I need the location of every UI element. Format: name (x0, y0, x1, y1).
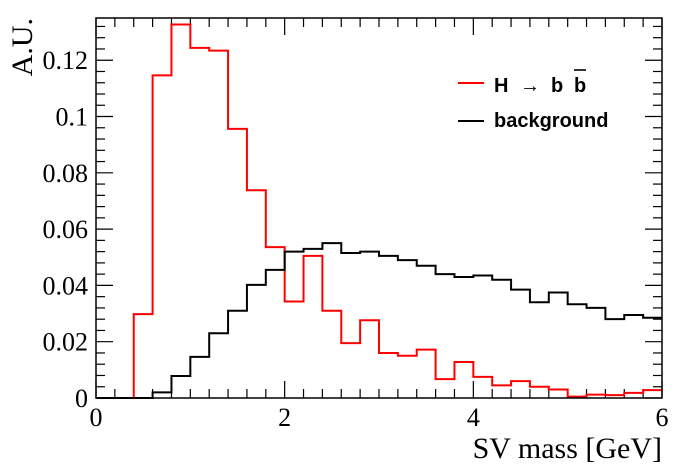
series-background (96, 242, 662, 399)
y-tick-label: 0.1 (56, 103, 89, 132)
legend-label-signal-b: b (551, 75, 563, 97)
x-tick-label: 4 (467, 403, 480, 432)
tick-label-layer: 0 2 4 6 0 0.02 0.04 0.06 0.08 0.1 0.12 (43, 46, 669, 432)
legend: H → b b background (458, 69, 608, 132)
legend-label-signal-h: H (494, 75, 508, 97)
series-signal (96, 23, 662, 399)
y-tick-label: 0.06 (43, 215, 89, 244)
plot-frame (95, 17, 663, 399)
y-tick-label: 0.08 (43, 159, 89, 188)
legend-label-background: background (494, 110, 608, 132)
y-tick-label: 0 (75, 384, 88, 413)
y-tick-label: 0.04 (43, 271, 89, 300)
x-tick-label: 2 (278, 403, 291, 432)
x-axis-label: SV mass [GeV] (473, 432, 662, 465)
x-tick-label: 6 (656, 403, 669, 432)
hist-step-line (96, 23, 662, 399)
hist-step-line (96, 242, 662, 399)
y-axis-label: A.U. (6, 18, 39, 76)
y-tick-label: 0.02 (43, 328, 89, 357)
histogram-layer (96, 23, 662, 399)
legend-label-signal-bbar: b (574, 75, 586, 97)
x-tick-label: 0 (90, 403, 103, 432)
y-tick-label: 0.12 (43, 46, 89, 75)
legend-label-signal-arrow: → (520, 75, 540, 97)
